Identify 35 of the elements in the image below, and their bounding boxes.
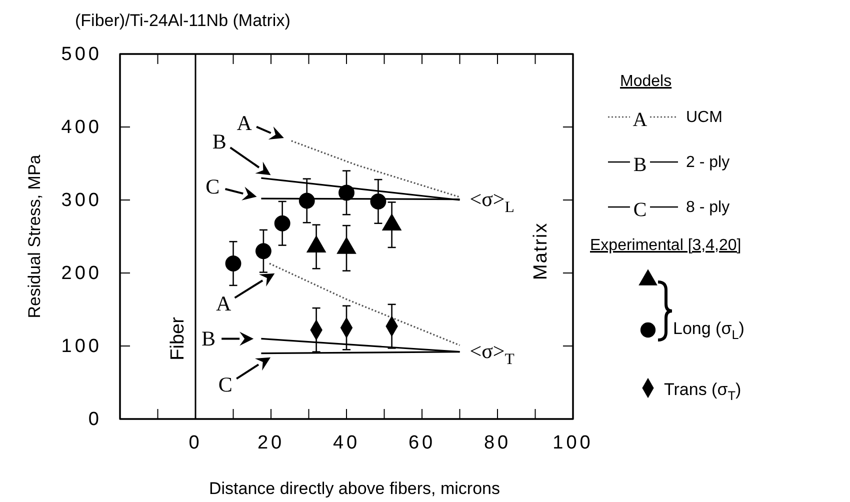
legend-label: 8 - ply — [686, 199, 730, 216]
y-axis-title: Residual Stress, MPa — [25, 154, 44, 318]
x-tick-label: 80 — [484, 432, 512, 454]
y-tick-label: 500 — [61, 44, 102, 66]
legend-label: Trans (σ$_{T}$) — [664, 380, 742, 403]
y-tick-label: 0 — [88, 409, 102, 430]
ref-line-label: Fiber — [168, 316, 188, 360]
legend-label: Long (σ$_{L}$) — [673, 319, 744, 342]
text: C — [633, 199, 647, 221]
y-tick-label: 100 — [61, 336, 102, 358]
legend-label: UCM — [686, 109, 722, 126]
x-tick-label: 60 — [408, 432, 436, 454]
legend-label: 2 - ply — [686, 154, 730, 171]
x-tick-label: 20 — [257, 432, 285, 454]
x-tick-label: 40 — [332, 432, 360, 454]
annotation: B — [202, 326, 216, 351]
annotation: <σ>$_{L}$ — [470, 187, 514, 216]
legend-title: Models — [620, 73, 672, 90]
x-tick-label: 0 — [188, 432, 202, 454]
annotation: C — [218, 372, 232, 396]
annotation: A — [236, 110, 253, 135]
y-tick-label: 400 — [61, 117, 102, 138]
y-tick-label: 200 — [61, 263, 102, 284]
annotation: A — [216, 291, 232, 316]
y-tick-label: 300 — [61, 190, 102, 212]
annotation: C — [206, 174, 220, 199]
chart-title: (Fiber)/Ti-24Al-11Nb (Matrix) — [75, 11, 290, 30]
annotation: B — [212, 130, 226, 154]
text: A — [632, 109, 648, 131]
text: Experimental [3,4,20] — [590, 237, 742, 254]
text: B — [633, 154, 647, 176]
annotation: <σ>$_{T}$ — [470, 338, 515, 368]
annotation: Matrix — [530, 222, 552, 280]
x-axis-title: Distance directly above fibers, microns — [208, 479, 500, 498]
x-tick-label: 100 — [552, 432, 594, 454]
